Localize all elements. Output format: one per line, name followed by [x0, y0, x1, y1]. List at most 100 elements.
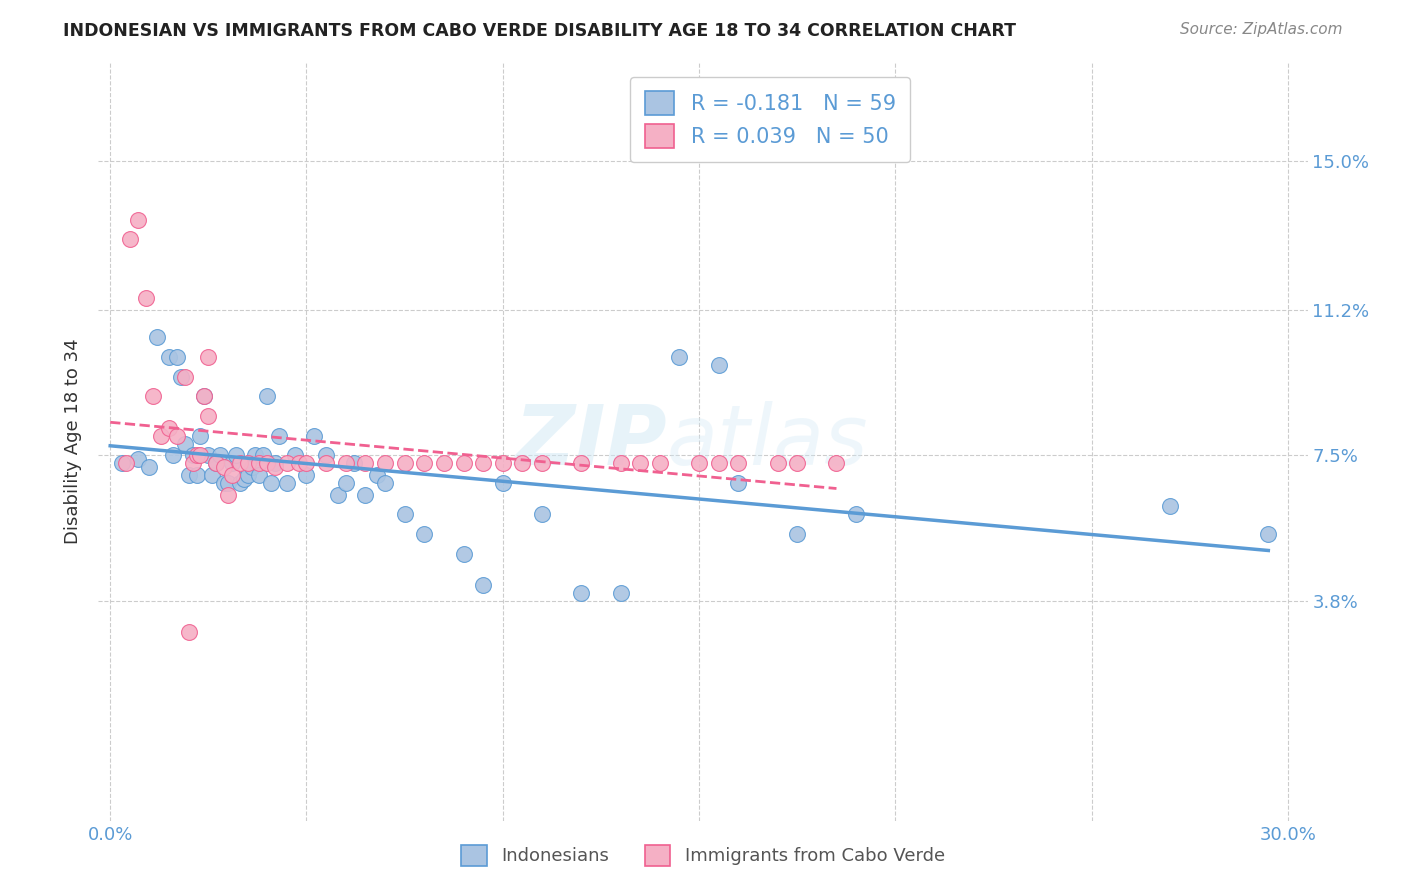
Point: [146, 330, 169, 344]
Point: [609, 586, 631, 600]
Point: [247, 467, 270, 482]
Point: [609, 456, 631, 470]
Point: [240, 460, 263, 475]
Point: [212, 475, 235, 490]
Point: [287, 456, 309, 470]
Point: [786, 526, 808, 541]
Point: [374, 475, 396, 490]
Point: [394, 456, 416, 470]
Point: [531, 456, 554, 470]
Point: [157, 350, 180, 364]
Point: [453, 456, 475, 470]
Point: [170, 369, 193, 384]
Point: [186, 467, 208, 482]
Point: [166, 350, 188, 364]
Point: [245, 448, 267, 462]
Point: [252, 448, 274, 462]
Point: [727, 456, 749, 470]
Text: atlas: atlas: [666, 401, 869, 482]
Point: [394, 507, 416, 521]
Point: [127, 212, 149, 227]
Point: [166, 428, 188, 442]
Point: [118, 232, 141, 246]
Point: [264, 456, 287, 470]
Point: [142, 389, 165, 403]
Point: [354, 487, 377, 501]
Point: [205, 456, 228, 470]
Point: [276, 456, 298, 470]
Text: INDONESIAN VS IMMIGRANTS FROM CABO VERDE DISABILITY AGE 18 TO 34 CORRELATION CHA: INDONESIAN VS IMMIGRANTS FROM CABO VERDE…: [63, 22, 1017, 40]
Point: [186, 448, 208, 462]
Point: [335, 475, 357, 490]
Point: [177, 467, 200, 482]
Point: [190, 428, 212, 442]
Point: [190, 448, 212, 462]
Point: [229, 456, 252, 470]
Point: [413, 456, 436, 470]
Point: [197, 350, 219, 364]
Y-axis label: Disability Age 18 to 34: Disability Age 18 to 34: [65, 339, 83, 544]
Point: [315, 456, 337, 470]
Point: [197, 448, 219, 462]
Point: [193, 389, 215, 403]
Point: [209, 448, 232, 462]
Point: [127, 452, 149, 467]
Point: [267, 428, 290, 442]
Point: [201, 467, 224, 482]
Point: [492, 475, 515, 490]
Point: [295, 467, 318, 482]
Legend: Indonesians, Immigrants from Cabo Verde: Indonesians, Immigrants from Cabo Verde: [449, 832, 957, 879]
Point: [531, 507, 554, 521]
Point: [354, 456, 377, 470]
Point: [326, 487, 349, 501]
Point: [217, 487, 239, 501]
Point: [173, 369, 195, 384]
Point: [150, 428, 173, 442]
Point: [315, 448, 337, 462]
Legend: R = -0.181   N = 59, R = 0.039   N = 50: R = -0.181 N = 59, R = 0.039 N = 50: [630, 77, 910, 162]
Text: Source: ZipAtlas.com: Source: ZipAtlas.com: [1180, 22, 1343, 37]
Point: [264, 460, 287, 475]
Point: [173, 436, 195, 450]
Point: [229, 475, 252, 490]
Point: [825, 456, 848, 470]
Point: [247, 456, 270, 470]
Point: [232, 472, 254, 486]
Point: [225, 448, 247, 462]
Point: [512, 456, 534, 470]
Point: [295, 456, 318, 470]
Point: [135, 291, 157, 305]
Point: [374, 456, 396, 470]
Point: [707, 358, 730, 372]
Point: [569, 586, 592, 600]
Point: [217, 475, 239, 490]
Point: [260, 475, 283, 490]
Point: [236, 467, 259, 482]
Point: [628, 456, 651, 470]
Point: [221, 467, 243, 482]
Point: [433, 456, 456, 470]
Point: [181, 448, 204, 462]
Point: [453, 547, 475, 561]
Point: [668, 350, 690, 364]
Point: [366, 467, 388, 482]
Point: [212, 460, 235, 475]
Point: [276, 475, 298, 490]
Point: [766, 456, 789, 470]
Point: [688, 456, 710, 470]
Point: [569, 456, 592, 470]
Point: [193, 389, 215, 403]
Point: [845, 507, 868, 521]
Point: [157, 421, 180, 435]
Point: [1257, 526, 1279, 541]
Point: [472, 578, 495, 592]
Point: [111, 456, 134, 470]
Point: [115, 456, 138, 470]
Point: [727, 475, 749, 490]
Point: [221, 456, 243, 470]
Point: [1159, 500, 1181, 514]
Point: [181, 456, 204, 470]
Point: [205, 456, 228, 470]
Point: [492, 456, 515, 470]
Point: [413, 526, 436, 541]
